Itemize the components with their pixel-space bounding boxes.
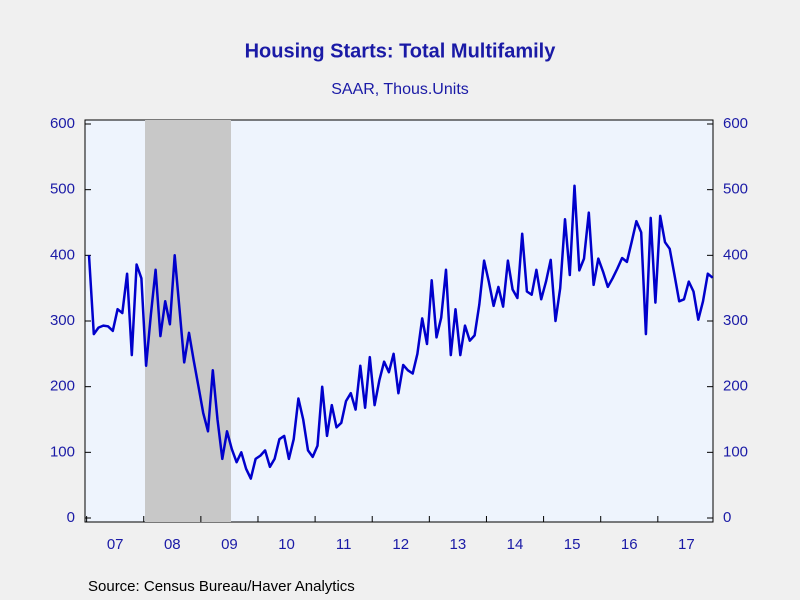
y-tick-label: 100 — [50, 443, 75, 460]
y-tick-label: 300 — [50, 312, 75, 329]
y2-tick-label: 200 — [723, 378, 748, 395]
y-tick-label: 200 — [50, 378, 75, 395]
chart-title: Housing Starts: Total Multifamily — [245, 40, 557, 62]
y2-tick-label: 0 — [723, 509, 731, 526]
y2-tick-label: 300 — [723, 312, 748, 329]
source: Source: Census Bureau/Haver Analytics — [88, 578, 355, 595]
x-tick-label: 10 — [278, 536, 295, 553]
x-tick-label: 12 — [392, 536, 409, 553]
x-tick-label: 17 — [678, 536, 695, 553]
y2-tick-label: 500 — [723, 181, 748, 198]
x-tick-label: 08 — [164, 536, 181, 553]
recession-shade — [145, 120, 231, 522]
x-tick-label: 13 — [450, 536, 467, 553]
y2-tick-label: 600 — [723, 115, 748, 132]
chart-subtitle: SAAR, Thous.Units — [331, 81, 469, 98]
x-tick-label: 09 — [221, 536, 238, 553]
y-tick-label: 0 — [67, 509, 75, 526]
y-tick-label: 600 — [50, 115, 75, 132]
x-tick-label: 14 — [507, 536, 524, 553]
x-tick-label: 15 — [564, 536, 581, 553]
y-tick-label: 500 — [50, 181, 75, 198]
y2-tick-label: 400 — [723, 246, 748, 263]
x-tick-label: 07 — [107, 536, 124, 553]
y2-tick-label: 100 — [723, 443, 748, 460]
x-tick-label: 16 — [621, 536, 638, 553]
x-tick-label: 11 — [336, 536, 352, 553]
y-tick-label: 400 — [50, 246, 75, 263]
data-line — [87, 184, 714, 480]
